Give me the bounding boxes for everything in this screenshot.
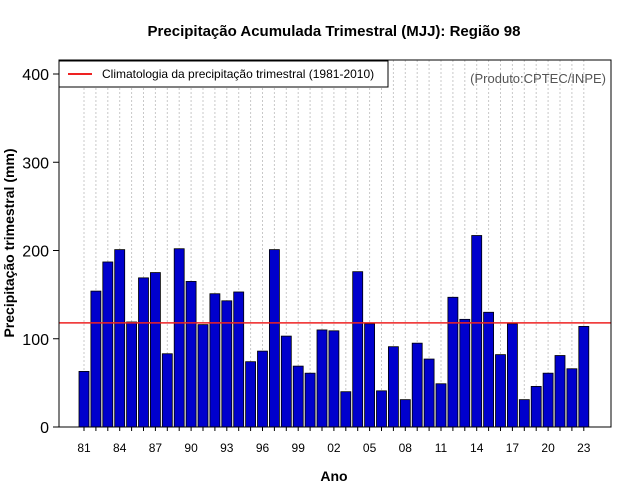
x-axis-label: Ano [320,468,347,484]
bar-18 [518,399,530,428]
x-tick-label: 05 [363,441,377,455]
bar-10 [423,358,435,428]
bar-90 [185,280,197,428]
x-tick-label: 96 [256,441,270,455]
bar-21 [554,355,566,428]
bar-06 [376,390,387,428]
chart-title: Precipitação Acumulada Trimestral (MJJ):… [148,23,521,40]
bar-88 [161,353,173,428]
legend-box [58,60,389,88]
bar-13 [459,318,471,428]
bar-02 [328,330,340,428]
bar-92 [209,293,221,428]
bar-23 [578,325,590,428]
bar-94 [233,291,245,428]
bar-08 [399,399,411,428]
bar-93 [221,300,233,428]
legend-label: Climatologia da precipitação trimestral … [102,67,374,81]
x-tick-label: 02 [327,441,341,455]
x-tick-label: 84 [113,441,127,455]
x-tick-label: 17 [506,441,520,455]
plot-frame [58,59,612,428]
x-tick-label: 23 [577,441,591,455]
x-tick-label: 93 [220,441,234,455]
bar-81 [78,370,90,428]
bar-04 [352,271,364,428]
x-tick-label: 90 [184,441,198,455]
bar-00 [304,372,316,428]
bar-22 [566,368,578,428]
x-axis: 81 84 87 90 93 96 99 02 05 08 11 14 17 20 23 [77,427,591,455]
x-tick-label: 11 [435,441,448,455]
y-tick-label: 300 [22,155,49,172]
bar-05 [364,323,376,428]
y-axis: 0 100 200 300 400 [22,67,59,437]
y-tick-label: 0 [40,420,49,437]
x-tick-label: 87 [149,441,163,455]
bar-84 [114,249,126,428]
bar-17 [506,323,518,428]
bar-97 [268,249,280,428]
bar-11 [435,383,447,428]
x-tick-label: 20 [541,441,555,455]
y-tick-label: 400 [22,67,49,84]
bar-98 [280,335,292,428]
bar-96 [257,350,268,428]
bar-89 [173,248,185,428]
bar-09 [411,342,423,428]
bar-01 [316,329,328,428]
bar-91 [197,324,209,428]
bar-85 [126,321,137,428]
bar-07 [387,346,399,428]
bar-19 [530,385,542,428]
bar-15 [483,311,495,428]
x-tick-label: 81 [77,441,91,455]
x-tick-label: 08 [399,441,413,455]
bar-83 [102,261,114,428]
product-annotation: (Produto:CPTEC/INPE) [470,71,606,86]
bar-95 [245,361,257,428]
y-axis-label: Precipitação trimestral (mm) [1,148,17,337]
legend: Climatologia da precipitação trimestral … [58,60,389,88]
y-tick-label: 100 [22,332,49,349]
bar-86 [138,277,149,428]
x-tick-label: 14 [470,441,484,455]
bar-82 [90,290,102,428]
bar-87 [149,272,161,428]
bar-99 [292,365,304,428]
bar-14 [471,235,483,428]
bar-16 [495,354,506,428]
bar-20 [542,372,554,428]
bars [78,235,590,428]
bar-12 [447,296,459,428]
x-tick-label: 99 [292,441,306,455]
bar-03 [340,391,352,428]
y-tick-label: 200 [22,244,49,261]
